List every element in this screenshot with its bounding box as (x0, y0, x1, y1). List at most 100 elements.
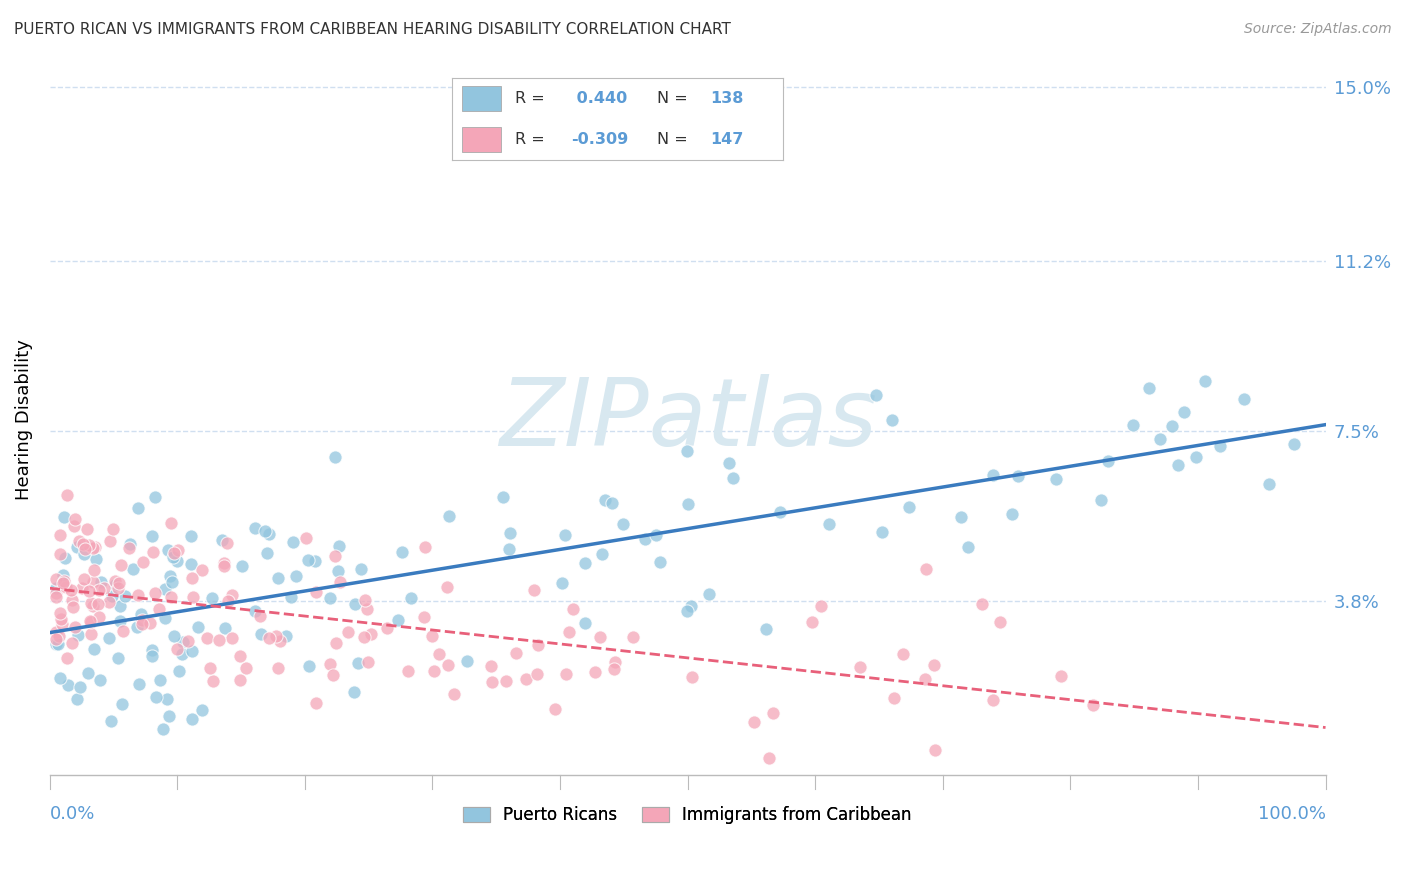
Point (87, 597, 110, 611)
Point (914, 673, 936, 687)
Point (562, 601, 585, 615)
Point (505, 646, 527, 660)
Point (49, 671, 72, 685)
Point (551, 576, 574, 591)
Point (250, 627, 273, 641)
Point (160, 590, 183, 604)
Point (266, 571, 288, 585)
Point (160, 575, 183, 590)
Point (555, 666, 578, 681)
Point (89, 673, 111, 688)
Point (131, 613, 153, 627)
Point (114, 589, 136, 603)
Point (172, 647, 194, 661)
Point (76, 666, 98, 681)
Point (284, 568, 307, 582)
Point (127, 588, 149, 602)
Point (76, 522, 98, 536)
Point (127, 501, 149, 516)
Point (145, 690, 167, 704)
Point (295, 531, 318, 545)
Point (180, 712, 202, 726)
Text: Source: ZipAtlas.com: Source: ZipAtlas.com (1244, 22, 1392, 37)
Point (153, 582, 176, 597)
Point (111, 698, 134, 712)
Point (412, 609, 434, 624)
Point (90, 575, 112, 590)
Point (149, 673, 172, 688)
Point (187, 620, 209, 634)
Text: 100.0%: 100.0% (1257, 805, 1326, 823)
Point (602, 662, 624, 676)
Point (180, 572, 202, 586)
Point (62, 519, 84, 533)
Point (66, 628, 89, 642)
Point (387, 613, 409, 627)
Point (191, 703, 214, 717)
Point (1282, 436, 1305, 450)
Point (276, 629, 298, 643)
Point (681, 599, 703, 613)
Point (243, 520, 266, 534)
Point (1173, 405, 1195, 419)
Y-axis label: Hearing Disability: Hearing Disability (15, 339, 32, 500)
Point (208, 633, 231, 648)
Point (215, 536, 238, 550)
Point (1194, 374, 1216, 388)
Point (55, 581, 77, 595)
Point (1083, 698, 1105, 713)
Point (1137, 381, 1160, 395)
Point (45, 581, 67, 595)
Point (45, 586, 67, 600)
Point (621, 630, 644, 644)
Point (1233, 392, 1256, 407)
Point (77, 583, 100, 598)
Point (253, 524, 276, 538)
Point (558, 624, 581, 639)
Point (1045, 472, 1067, 486)
Point (51, 612, 73, 626)
Point (436, 580, 458, 594)
Point (89, 582, 111, 597)
Point (1050, 669, 1073, 683)
Point (45, 590, 67, 604)
Point (1000, 507, 1022, 521)
Point (157, 709, 180, 723)
Point (63, 620, 86, 634)
Point (212, 558, 235, 573)
Point (98, 631, 121, 645)
Point (554, 528, 576, 542)
Point (298, 659, 321, 673)
Point (360, 626, 382, 640)
Point (49, 547, 72, 561)
Point (79, 614, 101, 628)
Point (347, 656, 370, 670)
Point (110, 614, 132, 628)
Point (77, 538, 100, 552)
Point (1160, 418, 1182, 433)
Point (755, 622, 778, 636)
Point (84, 540, 107, 554)
Point (108, 576, 131, 591)
Point (180, 529, 202, 543)
Point (354, 593, 377, 607)
Point (58, 678, 80, 692)
Point (762, 706, 785, 721)
Point (676, 497, 699, 511)
Point (166, 554, 188, 568)
Point (235, 661, 257, 675)
Point (603, 655, 626, 669)
Point (492, 490, 515, 504)
Point (49, 528, 72, 542)
Point (45, 632, 67, 647)
Point (391, 545, 413, 559)
Point (891, 647, 914, 661)
Point (801, 615, 824, 629)
Point (156, 542, 179, 557)
Point (297, 553, 319, 567)
Point (356, 602, 378, 616)
Point (343, 597, 366, 611)
Point (645, 528, 668, 542)
Point (59, 582, 82, 597)
Point (221, 631, 243, 645)
